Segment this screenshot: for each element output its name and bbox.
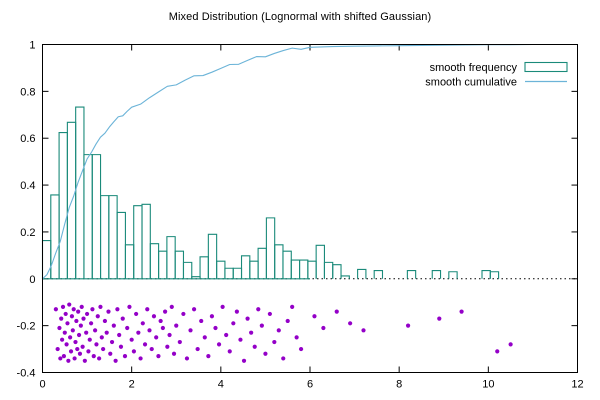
svg-text:-0.2: -0.2 [17, 321, 36, 333]
svg-text:0.4: 0.4 [20, 180, 35, 192]
svg-text:12: 12 [571, 379, 583, 391]
sample-scatter [53, 302, 513, 363]
svg-text:6: 6 [307, 379, 313, 391]
svg-text:-0.4: -0.4 [17, 368, 36, 380]
frequency-bars [41, 106, 500, 280]
svg-text:0.6: 0.6 [20, 133, 35, 145]
axis-ticks [42, 44, 578, 373]
cumulative-line [41, 43, 579, 280]
svg-text:0.8: 0.8 [20, 86, 35, 98]
svg-text:10: 10 [482, 379, 494, 391]
svg-text:4: 4 [218, 379, 224, 391]
svg-text:0: 0 [29, 274, 35, 286]
chart-title: Mixed Distribution (Lognormal with shift… [168, 11, 432, 23]
plot-border [42, 44, 578, 373]
svg-text:smooth cumulative: smooth cumulative [425, 77, 517, 89]
x-tick-labels: 0 2 4 6 8 10 12 [39, 379, 583, 391]
y-tick-labels: -0.4 -0.2 0 0.2 0.4 0.6 0.8 1 [17, 40, 36, 380]
svg-text:0.2: 0.2 [20, 227, 35, 239]
svg-text:1: 1 [29, 40, 35, 52]
svg-text:2: 2 [129, 379, 135, 391]
chart-legend: smooth frequency smooth cumulative [425, 61, 568, 89]
svg-text:8: 8 [396, 379, 402, 391]
svg-text:0: 0 [39, 379, 45, 391]
svg-text:smooth frequency: smooth frequency [430, 62, 518, 74]
